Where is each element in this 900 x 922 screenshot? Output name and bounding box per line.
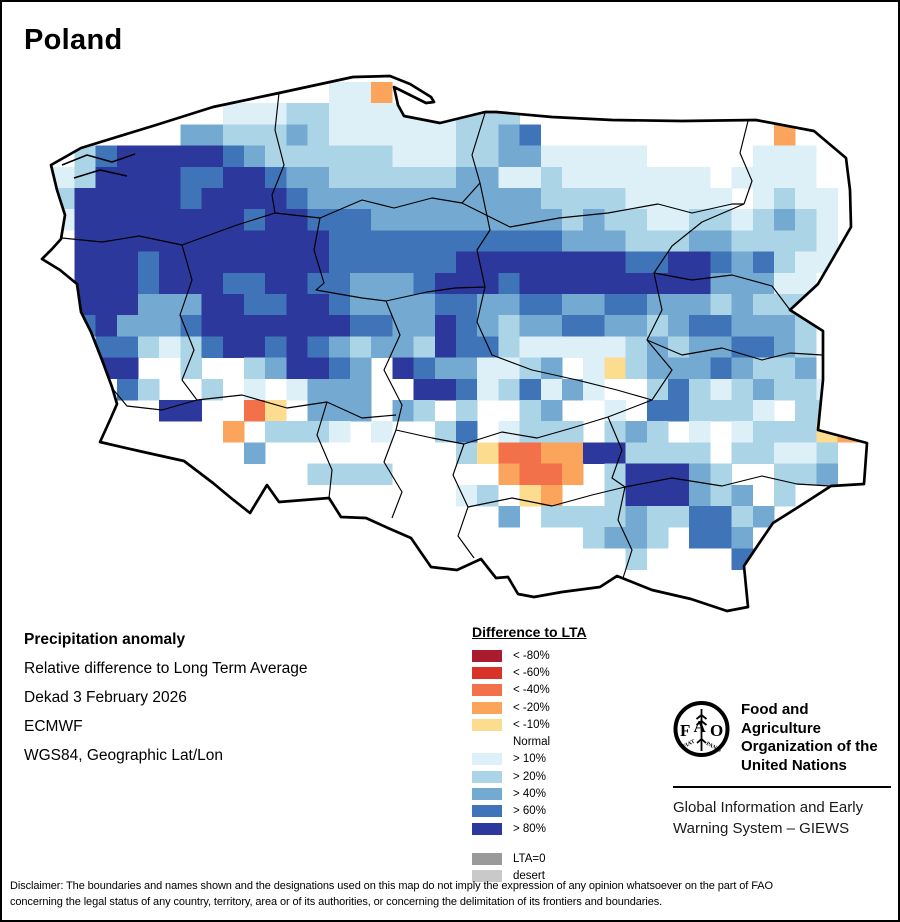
legend-swatch (472, 822, 502, 835)
legend-label: < -40% (513, 684, 550, 697)
disclaimer-text: Disclaimer: The boundaries and names sho… (10, 879, 896, 910)
legend-row: Normal (472, 733, 587, 750)
disclaimer-line: Disclaimer: The boundaries and names sho… (10, 880, 773, 892)
legend-label: Normal (513, 736, 551, 749)
legend-swatch (472, 852, 502, 865)
legend-label: desert (513, 870, 545, 883)
legend-row: < -80% (472, 647, 587, 664)
legend-label: < -20% (513, 701, 550, 714)
info-line-subtitle: Relative difference to Long Term Average (24, 660, 308, 677)
legend-title: Difference to LTA (472, 624, 587, 640)
legend-row: < -20% (472, 699, 587, 716)
legend-extra-rows: LTA=0 desert (472, 850, 587, 885)
fao-logo-letter-a: A (694, 717, 707, 736)
map-info-block: Precipitation anomaly Relative differenc… (24, 631, 308, 776)
legend-swatch (472, 666, 502, 679)
fao-org-line: United Nations (741, 756, 847, 774)
legend-row: > 40% (472, 785, 587, 802)
legend-row: < -60% (472, 664, 587, 681)
info-heading: Precipitation anomaly (24, 631, 186, 648)
legend-label: > 20% (513, 770, 546, 783)
legend: Difference to LTA < -80% < -60% < -40% < -2… (472, 624, 587, 885)
raster-anomaly-cells (42, 82, 860, 611)
poland-precipitation-map (40, 74, 869, 613)
info-line-dekad: Dekad 3 February 2026 (24, 689, 187, 706)
fao-org-line: Organization of the (741, 738, 878, 755)
legend-row: < -40% (472, 682, 587, 699)
legend-swatch (472, 753, 502, 766)
legend-label: > 80% (513, 822, 546, 835)
legend-row: > 60% (472, 803, 587, 820)
wheat-ear-icon (695, 709, 708, 751)
legend-row: LTA=0 (472, 850, 587, 867)
giews-caption: Global Information and Early Warning Sys… (673, 798, 892, 839)
fao-divider (673, 786, 891, 788)
legend-swatch (472, 718, 502, 731)
legend-label: < -10% (513, 718, 550, 731)
info-line-projection: WGS84, Geographic Lat/Lon (24, 747, 224, 764)
legend-row: desert (472, 868, 587, 885)
disclaimer-line: concerning the legal status of any count… (10, 895, 663, 908)
legend-swatch (472, 788, 502, 801)
legend-row: < -10% (472, 716, 587, 733)
fao-block: F A O FIAT PANIS Food and Agriculture Or… (673, 699, 892, 839)
legend-label: > 10% (513, 753, 546, 766)
legend-swatch (472, 870, 502, 883)
giews-line: Global Information and Early (673, 799, 864, 816)
legend-row: > 10% (472, 751, 587, 768)
legend-label: LTA=0 (513, 852, 546, 865)
voivodeship-boundaries (61, 92, 831, 579)
page-title: Poland (24, 24, 123, 56)
fao-logo-letter-f: F (680, 721, 690, 740)
info-line-source: ECMWF (24, 718, 83, 735)
legend-swatch (472, 736, 502, 749)
legend-row: > 80% (472, 820, 587, 837)
szczecin-lagoon-coast (61, 153, 136, 179)
legend-label: > 40% (513, 788, 546, 801)
legend-label: > 60% (513, 805, 546, 818)
fao-org-line: Food and Agriculture (741, 701, 822, 737)
fao-org-name: Food and Agriculture Organization of the… (741, 699, 892, 775)
legend-label: < -80% (513, 649, 550, 662)
country-outline (40, 74, 869, 613)
fao-logo-icon: F A O FIAT PANIS (673, 701, 730, 757)
legend-swatch (472, 649, 502, 662)
legend-swatch (472, 805, 502, 818)
legend-label: < -60% (513, 666, 550, 679)
giews-line: Warning System – GIEWS (673, 819, 850, 837)
legend-row: > 20% (472, 768, 587, 785)
fao-logo-letter-o: O (710, 721, 723, 740)
legend-swatch (472, 701, 502, 714)
legend-swatch (472, 684, 502, 697)
legend-swatch (472, 770, 502, 783)
fao-motto-fiat: FIAT (682, 739, 696, 750)
legend-rows: < -80% < -60% < -40% < -20% < -10% Normal > 10… (472, 647, 587, 837)
